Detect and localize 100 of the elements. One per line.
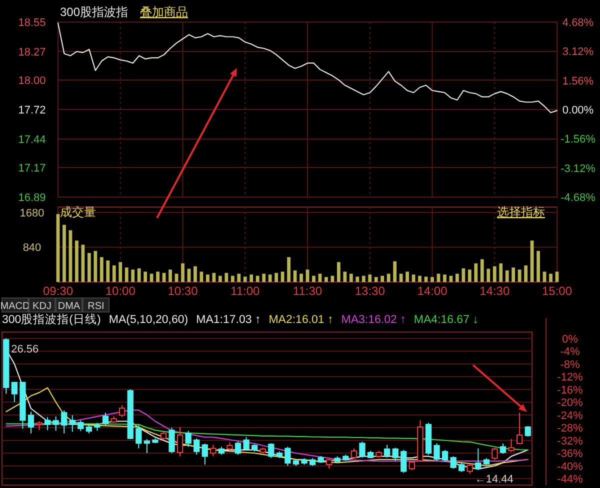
bar — [462, 268, 466, 282]
bar — [399, 274, 403, 282]
candlestick — [44, 416, 51, 431]
candlestick — [450, 456, 456, 470]
x-tick-label: 14:30 — [480, 284, 510, 298]
bar — [187, 268, 191, 282]
candlestick — [234, 441, 242, 456]
candlestick — [144, 438, 150, 454]
bar — [474, 263, 478, 282]
bar — [549, 274, 552, 282]
bar — [212, 272, 216, 282]
bar — [418, 276, 422, 282]
candlestick — [442, 449, 448, 462]
bar — [393, 261, 397, 282]
candlestick — [52, 416, 59, 432]
x-tick-label: 11:00 — [230, 284, 260, 298]
bar — [480, 259, 484, 282]
bar — [200, 272, 204, 282]
bar — [224, 272, 228, 282]
x-tick-label: 14:00 — [417, 284, 448, 298]
y2-tick-label: -3.12% — [560, 162, 596, 175]
y-axis-title: 成交量 — [60, 205, 96, 219]
bar — [100, 257, 104, 282]
bar — [324, 277, 328, 282]
text: MA3:16.02 ↑ — [341, 314, 406, 326]
text: DMA — [58, 301, 80, 312]
text: 叠加商品 — [140, 5, 188, 19]
bar — [174, 274, 178, 282]
bar — [368, 274, 372, 282]
y2-tick-label: -1.56% — [560, 134, 596, 146]
bar — [380, 276, 384, 282]
y-tick-label: 840 — [22, 242, 42, 254]
candlestick — [466, 463, 473, 474]
bar — [243, 276, 247, 282]
bar — [168, 270, 172, 282]
candlestick — [102, 412, 109, 426]
candlestick — [243, 436, 250, 450]
y-tick-label: -20% — [557, 397, 584, 410]
y-tick-label: 18.55 — [18, 17, 46, 29]
bar — [124, 267, 128, 282]
x-tick-label: 10:00 — [105, 284, 136, 298]
candlestick — [408, 460, 415, 471]
bar — [75, 240, 78, 282]
bar — [349, 274, 353, 282]
bar — [62, 224, 66, 282]
candlestick — [119, 404, 126, 418]
candlestick — [508, 438, 514, 452]
bar — [250, 274, 254, 282]
x-tick-label: 11:30 — [292, 284, 322, 298]
bar — [436, 274, 440, 282]
x-tick-label: 13:30 — [354, 284, 386, 298]
bar — [492, 266, 496, 282]
bar — [512, 267, 516, 282]
bar — [237, 274, 241, 282]
bar — [181, 263, 184, 282]
candlestick — [500, 443, 506, 454]
text: RSI — [88, 301, 104, 312]
y-tick-label: 18.27 — [18, 46, 46, 59]
y-tick-label: -16% — [557, 384, 584, 396]
bar — [505, 270, 509, 282]
annotation: 选择指标 — [497, 205, 545, 219]
bar — [456, 274, 459, 282]
bar — [194, 266, 197, 282]
bar — [218, 276, 222, 282]
candlestick — [284, 446, 291, 466]
bar — [486, 268, 490, 282]
bar — [300, 274, 303, 282]
bar — [144, 272, 148, 282]
bar — [386, 274, 390, 282]
candlestick — [524, 426, 531, 438]
candlestick — [28, 411, 34, 434]
bar — [555, 272, 559, 282]
y-tick-label: -8% — [560, 358, 580, 371]
bar — [318, 274, 322, 282]
x-tick-label: 15:00 — [542, 284, 572, 298]
y-tick-label: -44% — [557, 474, 584, 486]
bar — [443, 274, 446, 282]
y2-tick-label: -4.68% — [560, 192, 596, 204]
bar — [312, 276, 316, 282]
candlestick — [194, 438, 200, 456]
y-tick-label: 17.17 — [18, 162, 46, 174]
candlestick — [61, 410, 68, 434]
bar — [230, 276, 234, 282]
candlestick — [392, 447, 398, 462]
bar — [362, 276, 366, 282]
y-tick-label: -4% — [560, 346, 580, 358]
bar — [424, 276, 428, 282]
legend-title: MA(5,10,20,60) — [108, 314, 188, 326]
candlestick — [359, 441, 366, 458]
bar — [499, 263, 503, 282]
candlestick — [168, 427, 175, 454]
y-tick-label: -32% — [557, 435, 584, 448]
text: MACD — [0, 301, 30, 312]
text: MA4:16.67 ↓ — [414, 314, 478, 326]
bar — [106, 260, 110, 282]
chart-title: 300股指波指(日线) — [2, 313, 102, 326]
bar — [280, 272, 284, 282]
bar — [274, 272, 278, 282]
text: KDJ — [32, 301, 52, 312]
bar — [268, 274, 272, 282]
